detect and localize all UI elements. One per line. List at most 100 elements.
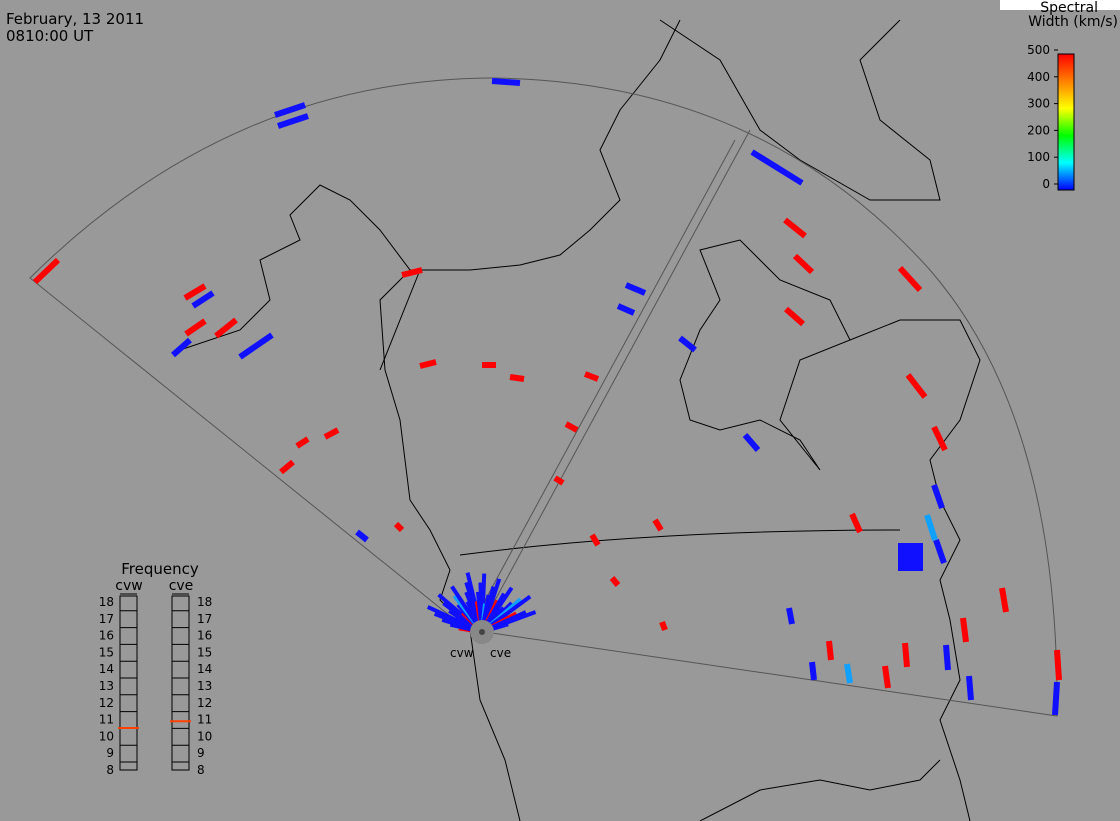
frequency-tick-label: 15	[99, 645, 114, 659]
colorbar-tick-label: 200	[1027, 123, 1050, 137]
echo	[583, 371, 600, 382]
echo	[931, 425, 948, 452]
echo	[1054, 649, 1062, 681]
echo	[171, 337, 192, 358]
site-label: cve	[490, 646, 511, 660]
frequency-tick-label: 18	[197, 595, 212, 609]
frequency-tick-label: 13	[197, 679, 212, 693]
echo	[184, 318, 207, 337]
echo	[882, 665, 891, 689]
frequency-tick-label: 10	[99, 729, 114, 743]
colorbar-tick-label: 300	[1027, 97, 1050, 111]
frequency-scale	[171, 595, 190, 771]
colorbar	[1057, 53, 1075, 191]
echo	[966, 675, 974, 701]
map-background-top	[0, 0, 1000, 10]
echo	[924, 514, 938, 541]
date-label: February, 13 2011	[6, 10, 144, 28]
map-background	[0, 10, 1120, 821]
echo	[943, 644, 951, 671]
echo	[214, 317, 238, 339]
echo	[564, 421, 579, 433]
beam-line	[469, 129, 751, 629]
echo	[238, 332, 274, 360]
echo	[960, 617, 969, 643]
echo	[784, 306, 805, 327]
echo	[323, 427, 340, 440]
echo	[659, 620, 668, 632]
frequency-tick-label: 11	[197, 713, 212, 727]
frequency-tick-label: 15	[197, 645, 212, 659]
colorbar-tick-label: 400	[1027, 70, 1050, 84]
echo	[355, 529, 369, 543]
echo	[844, 663, 853, 684]
frequency-tick-label: 13	[99, 679, 114, 693]
echo	[509, 374, 525, 382]
echo	[393, 521, 405, 533]
echo	[553, 475, 565, 486]
echo	[786, 607, 795, 625]
echo	[419, 359, 437, 369]
echo	[589, 533, 601, 547]
echo	[783, 217, 807, 239]
frequency-tick-label: 12	[99, 696, 114, 710]
colorbar-title: Width (km/s)	[1028, 14, 1118, 30]
fan-outline	[29, 77, 1058, 717]
frequency-tick-label: 9	[197, 746, 205, 760]
echo	[897, 265, 923, 293]
coastline-arctic	[410, 19, 681, 271]
echo	[279, 459, 295, 475]
frequency-scale	[119, 595, 138, 771]
frequency-title: Frequency	[121, 560, 199, 578]
frequency-tick-label: 10	[197, 729, 212, 743]
echo	[898, 543, 923, 571]
echo	[609, 576, 621, 587]
echo	[274, 102, 306, 118]
frequency-radar-label: cve	[169, 578, 194, 594]
radar-site-center	[479, 629, 485, 635]
echo	[809, 661, 817, 681]
colorbar-title: Spectral	[1040, 0, 1098, 16]
echo	[401, 267, 423, 278]
coastline-greenland	[659, 19, 941, 201]
colorbar-tick-label: 100	[1027, 150, 1050, 164]
echo	[183, 283, 207, 301]
echo	[742, 433, 761, 452]
echo	[277, 113, 309, 129]
colorbar-tick-label: 0	[1042, 177, 1050, 191]
frequency-tick-label: 12	[197, 696, 212, 710]
echo	[32, 257, 61, 285]
echo	[905, 373, 928, 399]
echo	[652, 518, 664, 532]
coastline-gulf	[699, 759, 941, 821]
frequency-tick-label: 14	[197, 662, 212, 676]
echo	[1052, 681, 1060, 716]
echo	[750, 149, 804, 186]
time-label: 0810:00 UT	[6, 27, 94, 45]
coastline-hudson	[679, 239, 851, 471]
frequency-tick-label: 17	[99, 612, 114, 626]
frequency-tick-label: 9	[106, 746, 114, 760]
frequency-tick-label: 8	[197, 763, 205, 777]
frequency-tick-label: 11	[99, 713, 114, 727]
colorbar-tick-label: 500	[1027, 43, 1050, 57]
site-label: cvw	[450, 646, 474, 660]
echo	[933, 539, 947, 564]
echo	[931, 484, 945, 509]
echo	[826, 640, 834, 661]
echo	[792, 253, 815, 275]
coastline-east	[849, 319, 981, 821]
frequency-tick-label: 16	[99, 629, 114, 643]
echo	[678, 335, 697, 353]
echo	[295, 436, 310, 449]
echo	[191, 290, 215, 309]
frequency-tick-label: 16	[197, 629, 212, 643]
frequency-tick-label: 8	[106, 763, 114, 777]
frequency-radar-label: cvw	[115, 578, 142, 594]
echo	[491, 78, 521, 86]
echo	[902, 642, 910, 668]
echo	[616, 303, 636, 316]
frequency-tick-label: 14	[99, 662, 114, 676]
echo	[849, 512, 863, 534]
